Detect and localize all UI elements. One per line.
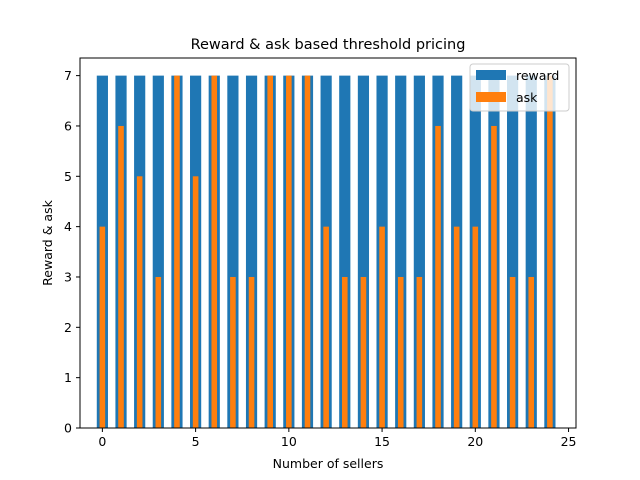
- bar-reward-23: [525, 75, 537, 428]
- legend-swatch-ask: [476, 92, 506, 102]
- y-tick-label-2: 2: [64, 320, 72, 335]
- bar-ask-0: [99, 226, 106, 428]
- bar-ask-2: [136, 176, 143, 428]
- bar-ask-21: [491, 125, 497, 429]
- legend-label-ask: ask: [516, 90, 538, 105]
- y-tick-label-3: 3: [64, 269, 72, 284]
- bar-reward-3: [152, 75, 164, 428]
- y-tick-label-5: 5: [64, 169, 72, 184]
- bar-ask-20: [472, 226, 479, 428]
- x-tick-label-15: 15: [374, 434, 390, 449]
- y-tick-label-1: 1: [64, 370, 72, 385]
- bar-ask-11: [304, 75, 311, 428]
- bar-ask-23: [528, 276, 535, 428]
- bar-ask-15: [379, 226, 385, 428]
- bar-reward-8: [245, 75, 258, 428]
- bar-ask-14: [360, 276, 367, 428]
- legend: reward ask: [469, 63, 570, 112]
- x-tick-label-5: 5: [192, 434, 200, 449]
- bars: [96, 75, 556, 429]
- chart-title: Reward & ask based threshold pricing: [191, 37, 466, 53]
- y-tick-label-0: 0: [64, 421, 72, 436]
- bar-reward-17: [413, 75, 425, 428]
- bar-ask-19: [453, 226, 460, 428]
- x-tick-label-25: 25: [561, 434, 577, 449]
- legend-label-reward: reward: [516, 68, 559, 83]
- y-axis-label: Reward & ask: [40, 199, 55, 285]
- bar-ask-5: [192, 176, 199, 428]
- bar-ask-10: [286, 75, 292, 428]
- axis-ticks: 0 5 10 15 20 25 0 1 2 3 4 5 6 7: [64, 68, 576, 449]
- bar-ask-8: [248, 276, 255, 428]
- y-tick-label-6: 6: [64, 118, 72, 133]
- x-tick-label-0: 0: [98, 434, 106, 449]
- bar-reward-22: [507, 75, 519, 428]
- bar-ask-9: [267, 75, 273, 428]
- bar-ask-17: [416, 276, 423, 428]
- bar-ask-6: [211, 75, 218, 428]
- x-tick-label-20: 20: [467, 434, 483, 449]
- bar-ask-7: [230, 276, 236, 428]
- bar-ask-22: [509, 276, 516, 428]
- bar-reward-13: [339, 75, 351, 428]
- bar-ask-4: [174, 75, 180, 428]
- bar-ask-24: [547, 75, 553, 428]
- y-tick-label-4: 4: [64, 219, 72, 234]
- bar-ask-18: [435, 125, 441, 429]
- bar-ask-3: [155, 276, 162, 428]
- bar-reward-14: [357, 75, 370, 428]
- bar-ask-16: [397, 276, 404, 428]
- bar-ask-12: [323, 226, 329, 428]
- x-axis-label: Number of sellers: [273, 456, 384, 471]
- x-tick-label-10: 10: [281, 434, 297, 449]
- bar-reward-16: [395, 75, 407, 428]
- legend-swatch-reward: [476, 70, 506, 80]
- bar-ask-1: [118, 125, 124, 429]
- plot-area-frame: [79, 57, 577, 429]
- bar-ask-13: [341, 276, 348, 428]
- y-tick-label-7: 7: [64, 68, 72, 83]
- bar-reward-7: [227, 75, 239, 428]
